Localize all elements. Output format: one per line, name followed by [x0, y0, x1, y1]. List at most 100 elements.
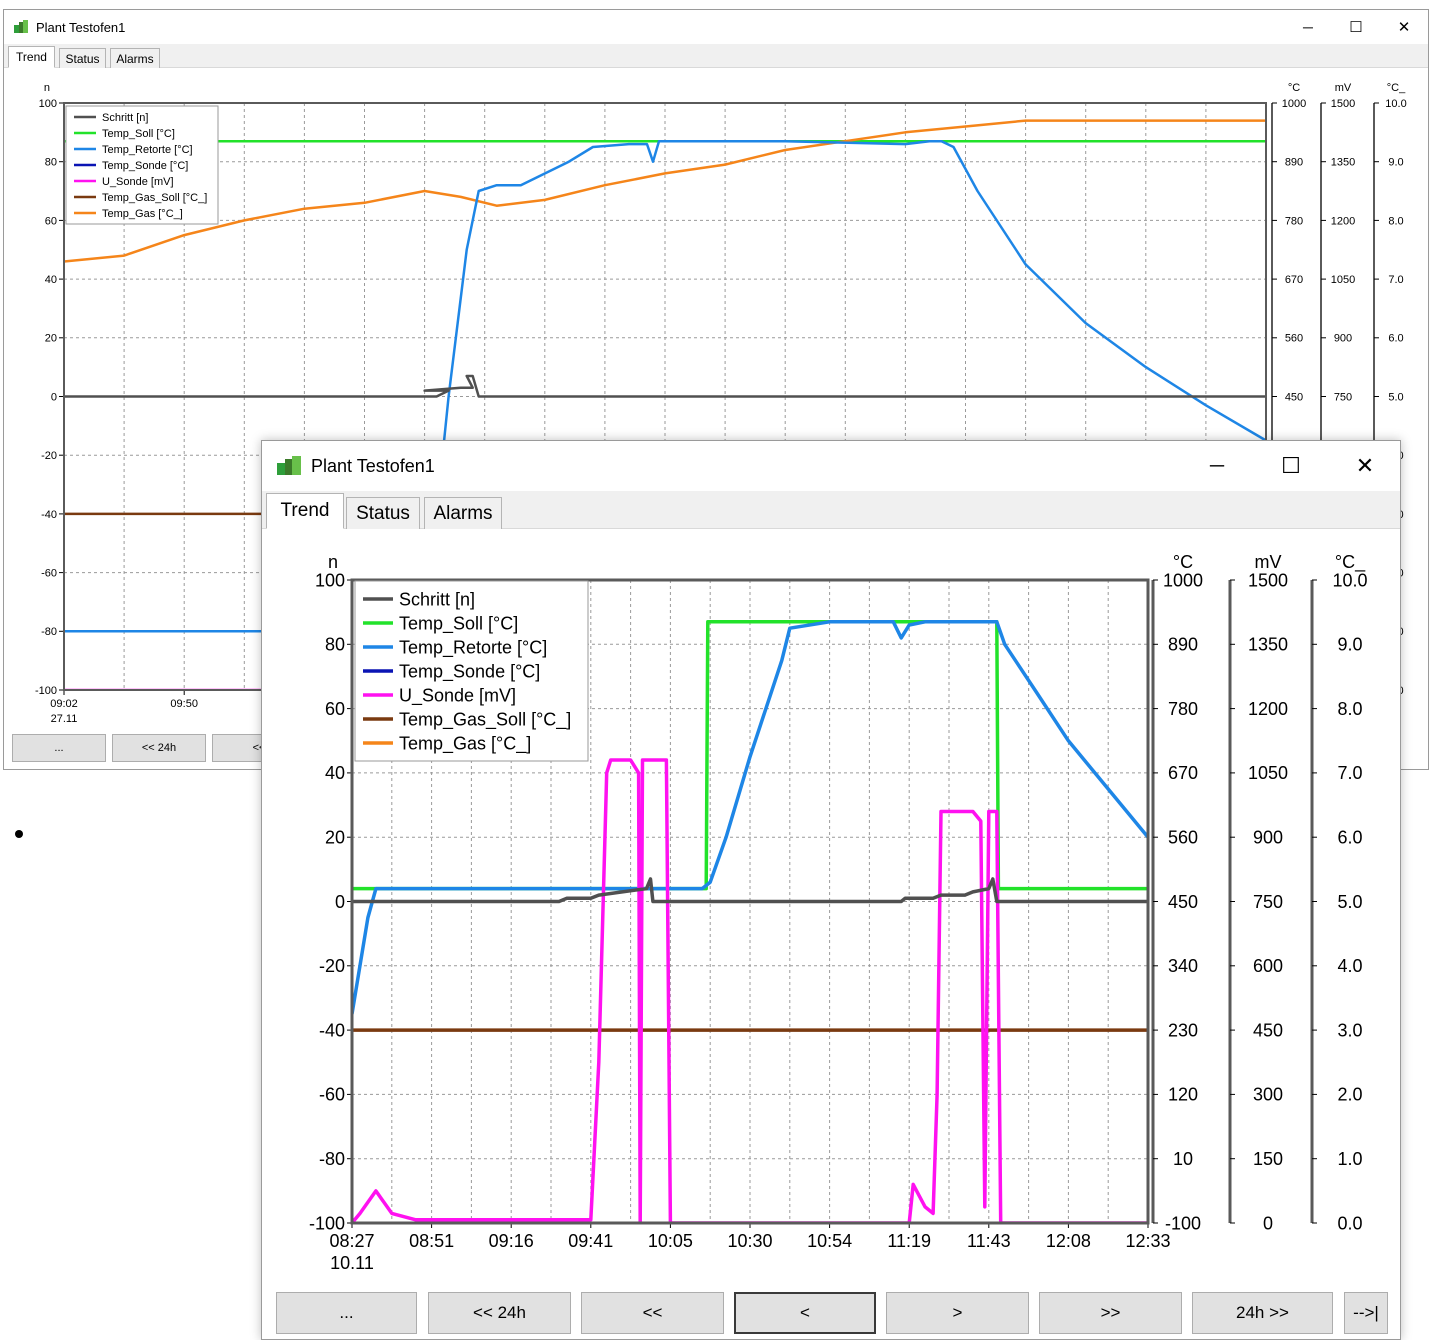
- axis-tick-label: 7.0: [1388, 274, 1403, 286]
- legend-label: Temp_Retorte [°C]: [399, 637, 547, 658]
- axis-unit-label: °C_: [1387, 82, 1406, 94]
- close-button[interactable]: ✕: [1355, 453, 1375, 478]
- nav-button-back[interactable]: <<: [581, 1292, 724, 1334]
- nav-button-step-back[interactable]: <: [734, 1292, 876, 1334]
- front-trend-chart: n100806040200-20-40-60-80-100°C100089078…: [309, 552, 1368, 1273]
- button-label: <: [800, 1303, 810, 1322]
- axis-tick-label: 0: [51, 391, 57, 403]
- axis-tick-label: -80: [41, 626, 57, 638]
- axis-tick-label: 60: [45, 215, 57, 227]
- button-label: -->|: [1353, 1303, 1379, 1322]
- x-tick-label: 12:08: [1046, 1231, 1091, 1251]
- axis-tick-label: 10.0: [1332, 570, 1367, 590]
- axis-tick-label: 20: [325, 828, 345, 848]
- legend-label: Schritt [n]: [399, 589, 475, 609]
- axis-tick-label: 300: [1253, 1085, 1283, 1105]
- maximize-button[interactable]: ☐: [1349, 19, 1363, 36]
- x-date-label: 27.11: [51, 713, 78, 725]
- nav-button-back-24h[interactable]: << 24h: [112, 734, 206, 762]
- axis-tick-label: 8.0: [1337, 699, 1362, 719]
- tab-trend[interactable]: Trend: [8, 46, 55, 68]
- axis-tick-label: 890: [1285, 157, 1303, 169]
- button-label: >>: [1100, 1303, 1121, 1322]
- plot-frame: [350, 578, 1150, 1225]
- tab-alarms[interactable]: Alarms: [424, 497, 502, 529]
- axis-tick-label: 900: [1253, 828, 1283, 848]
- axis-tick-label: 780: [1285, 215, 1303, 227]
- axis-tick-label: 1350: [1331, 157, 1355, 169]
- axis-tick-label: 450: [1285, 391, 1303, 403]
- axis-tick-label: 7.0: [1337, 763, 1362, 783]
- axis-tick-label: 100: [39, 98, 57, 110]
- x-tick-label: 08:27: [329, 1231, 374, 1251]
- legend-label: U_Sonde [mV]: [399, 685, 516, 706]
- axis-tick-label: -20: [41, 450, 57, 462]
- axis-tick-label: 10: [1173, 1149, 1193, 1169]
- tab-trend[interactable]: Trend: [266, 493, 344, 529]
- axis-tick-label: 80: [325, 635, 345, 655]
- axis-tick-label: 2.0: [1337, 1085, 1362, 1105]
- axis-tick-label: 1000: [1163, 570, 1203, 590]
- axis-tick-label: 1000: [1282, 98, 1306, 110]
- nav-button-step-forward[interactable]: >: [886, 1292, 1029, 1334]
- axis-tick-label: 1050: [1331, 274, 1355, 286]
- axis-tick-label: 560: [1168, 828, 1198, 848]
- x-tick-label: 09:41: [568, 1231, 613, 1251]
- minimize-button[interactable]: ─: [1209, 454, 1225, 477]
- axis-unit-label: mV: [1335, 82, 1352, 94]
- tab-label: Status: [65, 51, 100, 66]
- series-line: [64, 119, 1266, 263]
- axis-tick-label: 40: [45, 274, 57, 286]
- series-line: [64, 139, 1266, 633]
- axis-tick-label: 6.0: [1337, 828, 1362, 848]
- nav-button-end[interactable]: -->|: [1344, 1292, 1388, 1334]
- legend-label: Temp_Gas [°C_]: [102, 208, 183, 220]
- nav-button-dots[interactable]: ...: [276, 1292, 417, 1334]
- x-tick-label: 11:43: [967, 1231, 1011, 1251]
- front-window: Plant Testofen1 ─ ☐ ✕ Trend Status Alarm…: [261, 440, 1401, 1340]
- axis-tick-label: 6.0: [1388, 333, 1403, 345]
- axis-tick-label: 0: [335, 892, 345, 912]
- legend-label: Temp_Gas_Soll [°C_]: [399, 709, 571, 730]
- axis-tick-label: 9.0: [1337, 635, 1362, 655]
- tab-label: Alarms: [433, 502, 493, 524]
- close-button[interactable]: ✕: [1397, 19, 1411, 36]
- button-label: 24h >>: [1236, 1303, 1289, 1322]
- tab-label: Trend: [16, 50, 47, 64]
- tab-label: Status: [356, 502, 410, 524]
- axis-tick-label: 60: [325, 699, 345, 719]
- bullet-dot: [15, 830, 23, 838]
- axis-tick-label: 450: [1168, 892, 1198, 912]
- axis-tick-label: 100: [315, 570, 345, 590]
- axis-tick-label: -60: [41, 567, 57, 579]
- x-tick-label: 10:30: [727, 1231, 772, 1251]
- tab-status[interactable]: Status: [59, 48, 106, 68]
- nav-button-back-24h[interactable]: << 24h: [428, 1292, 571, 1334]
- button-label: << 24h: [141, 742, 177, 754]
- axis-tick-label: 1500: [1331, 98, 1355, 110]
- axis-unit-label: °C: [1288, 82, 1300, 94]
- nav-button-dots[interactable]: ...: [12, 734, 106, 762]
- window-title: Plant Testofen1: [36, 19, 126, 35]
- tab-bar: Trend Status Alarms: [262, 491, 1400, 529]
- axis-tick-label: -80: [319, 1149, 345, 1169]
- maximize-button[interactable]: ☐: [1281, 453, 1301, 478]
- axis-tick-label: 0.0: [1337, 1213, 1362, 1233]
- axis-tick-label: 750: [1253, 892, 1283, 912]
- series-line: [352, 620, 1148, 1015]
- tab-alarms[interactable]: Alarms: [110, 48, 160, 68]
- nav-button-forward[interactable]: >>: [1039, 1292, 1182, 1334]
- axis-tick-label: 230: [1168, 1020, 1198, 1040]
- axis-tick-label: 600: [1253, 956, 1283, 976]
- axis-tick-label: 1350: [1248, 635, 1288, 655]
- nav-button-forward-24h[interactable]: 24h >>: [1192, 1292, 1333, 1334]
- legend-label: U_Sonde [mV]: [102, 176, 174, 188]
- axis-tick-label: 340: [1168, 956, 1198, 976]
- axis-tick-label: 3.0: [1337, 1020, 1362, 1040]
- axis-tick-label: 670: [1168, 763, 1198, 783]
- front-nav-bar: ... << 24h << < > >> 24h >> -->|: [262, 1292, 1400, 1336]
- axis-tick-label: 1.0: [1337, 1149, 1362, 1169]
- tab-status[interactable]: Status: [346, 497, 420, 529]
- x-date-label: 10.11: [330, 1253, 374, 1273]
- minimize-button[interactable]: ─: [1303, 19, 1313, 35]
